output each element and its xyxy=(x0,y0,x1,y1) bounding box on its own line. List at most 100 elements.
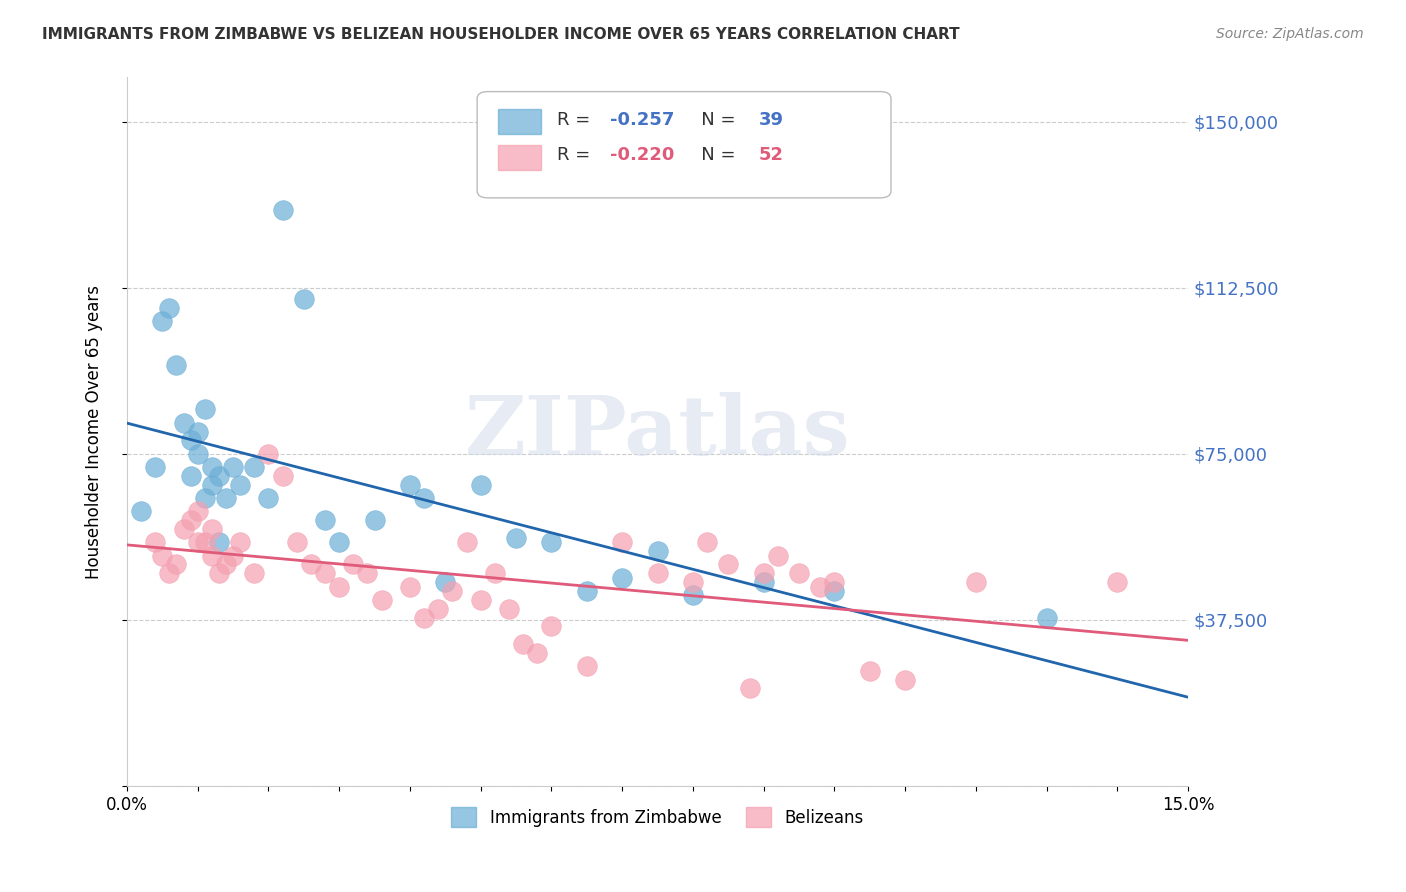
Point xyxy=(1035,610,1057,624)
Point xyxy=(1107,575,1129,590)
Text: R =: R = xyxy=(557,146,596,164)
Point xyxy=(647,544,669,558)
Point xyxy=(150,314,173,328)
Point xyxy=(526,646,548,660)
Point xyxy=(143,460,166,475)
Text: Source: ZipAtlas.com: Source: ZipAtlas.com xyxy=(1216,27,1364,41)
Point xyxy=(484,566,506,581)
Text: -0.220: -0.220 xyxy=(610,146,673,164)
Point xyxy=(370,592,392,607)
Text: N =: N = xyxy=(685,146,741,164)
Point xyxy=(738,681,761,696)
Point xyxy=(328,580,350,594)
Text: ZIPatlas: ZIPatlas xyxy=(465,392,851,472)
Legend: Immigrants from Zimbabwe, Belizeans: Immigrants from Zimbabwe, Belizeans xyxy=(444,800,870,834)
Point xyxy=(363,513,385,527)
Point xyxy=(215,558,238,572)
Text: 52: 52 xyxy=(758,146,783,164)
Point xyxy=(717,558,740,572)
Point xyxy=(222,549,245,563)
Point xyxy=(243,460,266,475)
Point xyxy=(612,535,634,549)
Point xyxy=(187,535,209,549)
Point xyxy=(215,491,238,505)
Point xyxy=(413,491,436,505)
Point xyxy=(271,469,294,483)
Point xyxy=(512,637,534,651)
Point xyxy=(965,575,987,590)
Text: IMMIGRANTS FROM ZIMBABWE VS BELIZEAN HOUSEHOLDER INCOME OVER 65 YEARS CORRELATIO: IMMIGRANTS FROM ZIMBABWE VS BELIZEAN HOU… xyxy=(42,27,960,42)
Point xyxy=(165,558,187,572)
Point xyxy=(540,619,562,633)
Point xyxy=(575,584,598,599)
Point xyxy=(808,580,831,594)
Point xyxy=(194,535,217,549)
Point xyxy=(752,575,775,590)
Point xyxy=(441,584,464,599)
Point xyxy=(208,469,231,483)
Point xyxy=(180,469,202,483)
Point xyxy=(150,549,173,563)
Point xyxy=(271,203,294,218)
Point xyxy=(299,558,322,572)
Point xyxy=(752,566,775,581)
Point xyxy=(456,535,478,549)
FancyBboxPatch shape xyxy=(477,92,891,198)
Bar xyxy=(498,145,541,169)
Point xyxy=(257,491,280,505)
Point xyxy=(194,491,217,505)
Point xyxy=(143,535,166,549)
Point xyxy=(356,566,378,581)
Point xyxy=(682,575,704,590)
Point xyxy=(173,416,195,430)
Point xyxy=(314,513,336,527)
Point xyxy=(498,601,520,615)
Point xyxy=(470,477,492,491)
Point xyxy=(540,535,562,549)
Point xyxy=(187,447,209,461)
Point xyxy=(257,447,280,461)
Point xyxy=(222,460,245,475)
Point xyxy=(413,610,436,624)
Point xyxy=(894,673,917,687)
Point xyxy=(201,460,224,475)
Point xyxy=(187,504,209,518)
Point xyxy=(173,522,195,536)
Point xyxy=(505,531,527,545)
Point xyxy=(194,402,217,417)
Point xyxy=(434,575,457,590)
Point xyxy=(229,535,252,549)
Point xyxy=(157,566,180,581)
Point xyxy=(292,292,315,306)
Point xyxy=(157,301,180,315)
Point xyxy=(647,566,669,581)
Point xyxy=(859,664,882,678)
Y-axis label: Householder Income Over 65 years: Householder Income Over 65 years xyxy=(86,285,103,579)
Point xyxy=(823,575,845,590)
Point xyxy=(612,571,634,585)
Point xyxy=(201,477,224,491)
Point xyxy=(208,535,231,549)
Text: -0.257: -0.257 xyxy=(610,111,673,129)
Text: R =: R = xyxy=(557,111,596,129)
Point xyxy=(208,566,231,581)
Point xyxy=(180,513,202,527)
Point xyxy=(129,504,152,518)
Point xyxy=(201,522,224,536)
Text: N =: N = xyxy=(685,111,741,129)
Point xyxy=(787,566,810,581)
Point xyxy=(165,358,187,372)
Point xyxy=(229,477,252,491)
Point xyxy=(314,566,336,581)
Point xyxy=(427,601,450,615)
Point xyxy=(575,659,598,673)
Text: 39: 39 xyxy=(758,111,783,129)
Point xyxy=(328,535,350,549)
Point xyxy=(342,558,364,572)
Point xyxy=(180,434,202,448)
Point xyxy=(243,566,266,581)
Point xyxy=(823,584,845,599)
Bar xyxy=(498,110,541,134)
Point xyxy=(766,549,789,563)
Point xyxy=(399,580,422,594)
